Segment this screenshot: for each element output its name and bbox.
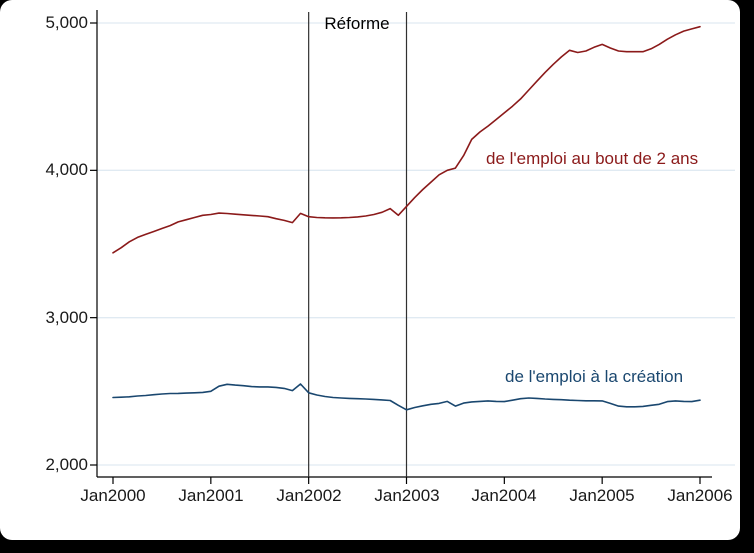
y-tick-label-2000: 2,000 bbox=[45, 455, 88, 474]
x-tick-label-jan2005: Jan2005 bbox=[569, 486, 635, 505]
x-tick-label-jan2002: Jan2002 bbox=[276, 486, 342, 505]
x-tick-label-jan2003: Jan2003 bbox=[374, 486, 440, 505]
y-tick-label-3000: 3,000 bbox=[45, 308, 88, 327]
y-tick-label-5000: 5,000 bbox=[45, 13, 88, 32]
x-tick-label-jan2004: Jan2004 bbox=[471, 486, 537, 505]
chart-canvas bbox=[0, 0, 740, 540]
x-tick-label-jan2001: Jan2001 bbox=[178, 486, 244, 505]
series-label-emploi-2ans: de l'emploi au bout de 2 ans bbox=[486, 149, 699, 168]
series-line-emploi-2ans bbox=[112, 25, 701, 254]
series-label-emploi-creation: de l'emploi à la création bbox=[505, 367, 684, 386]
reform-annotation: Réforme bbox=[324, 14, 390, 33]
y-tick-label-4000: 4,000 bbox=[45, 160, 88, 179]
series-line-emploi-creation bbox=[112, 383, 701, 411]
x-tick-label-jan2006: Jan2006 bbox=[667, 486, 733, 505]
x-tick-label-jan2000: Jan2000 bbox=[80, 486, 146, 505]
